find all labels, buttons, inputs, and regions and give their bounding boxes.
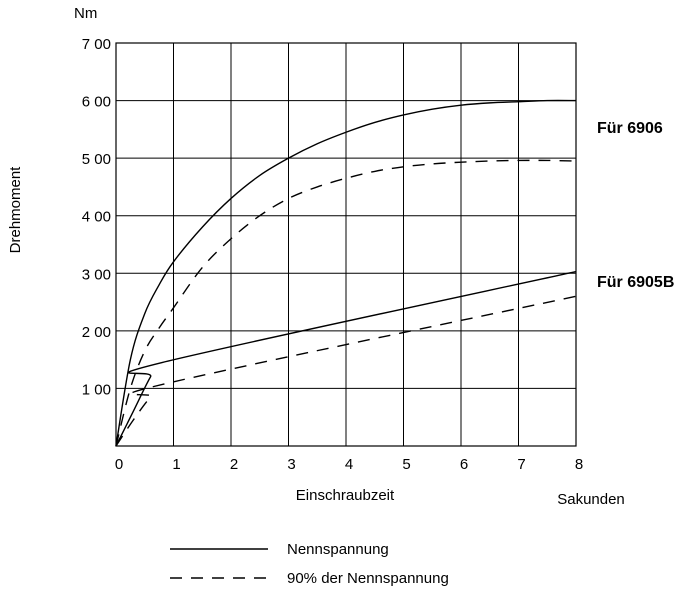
x-tick-label: 2	[230, 456, 238, 473]
series-line-4-dashed	[115, 295, 577, 447]
group-label-6906: Für 6906	[597, 120, 663, 137]
y-unit-label: Nm	[74, 5, 97, 22]
group-label-6905b: Für 6905B	[597, 274, 674, 291]
x-tick-label: 4	[345, 456, 353, 473]
y-tick-label: 6 00	[82, 94, 111, 111]
series-line-3-solid	[115, 270, 577, 447]
x-axis-title: Einschraubzeit	[296, 487, 395, 504]
x-tick-label: 6	[460, 456, 468, 473]
x-tick-label: 0	[115, 456, 123, 473]
legend-label-nennspannung: Nennspannung	[287, 541, 389, 558]
series-line-1-solid	[115, 99, 577, 447]
series-line-2-dashed	[115, 159, 577, 447]
y-axis-title: Drehmoment	[7, 166, 24, 254]
y-tick-label: 4 00	[82, 209, 111, 226]
x-unit-label: Sakunden	[557, 491, 625, 508]
y-tick-label: 2 00	[82, 324, 111, 341]
x-tick-label: 7	[517, 456, 525, 473]
legend-label-90-prozent: 90% der Nennspannung	[287, 570, 449, 587]
y-tick-label: 1 00	[82, 381, 111, 398]
y-tick-label: 7 00	[82, 36, 111, 53]
x-tick-label: 8	[575, 456, 583, 473]
series-group	[115, 99, 577, 447]
tick-labels: 0 1 2 3 4 5 6 7 8 1 00 2 00 3 00 4 00 5 00 6 00 7 00	[82, 36, 583, 473]
y-tick-label: 3 00	[82, 266, 111, 283]
legend: Nennspannung 90% der Nennspannung	[170, 541, 449, 587]
x-tick-label: 3	[287, 456, 295, 473]
grid	[115, 42, 577, 447]
x-tick-label: 1	[172, 456, 180, 473]
y-tick-label: 5 00	[82, 151, 111, 168]
plot-frame	[115, 42, 577, 447]
x-tick-label: 5	[402, 456, 410, 473]
